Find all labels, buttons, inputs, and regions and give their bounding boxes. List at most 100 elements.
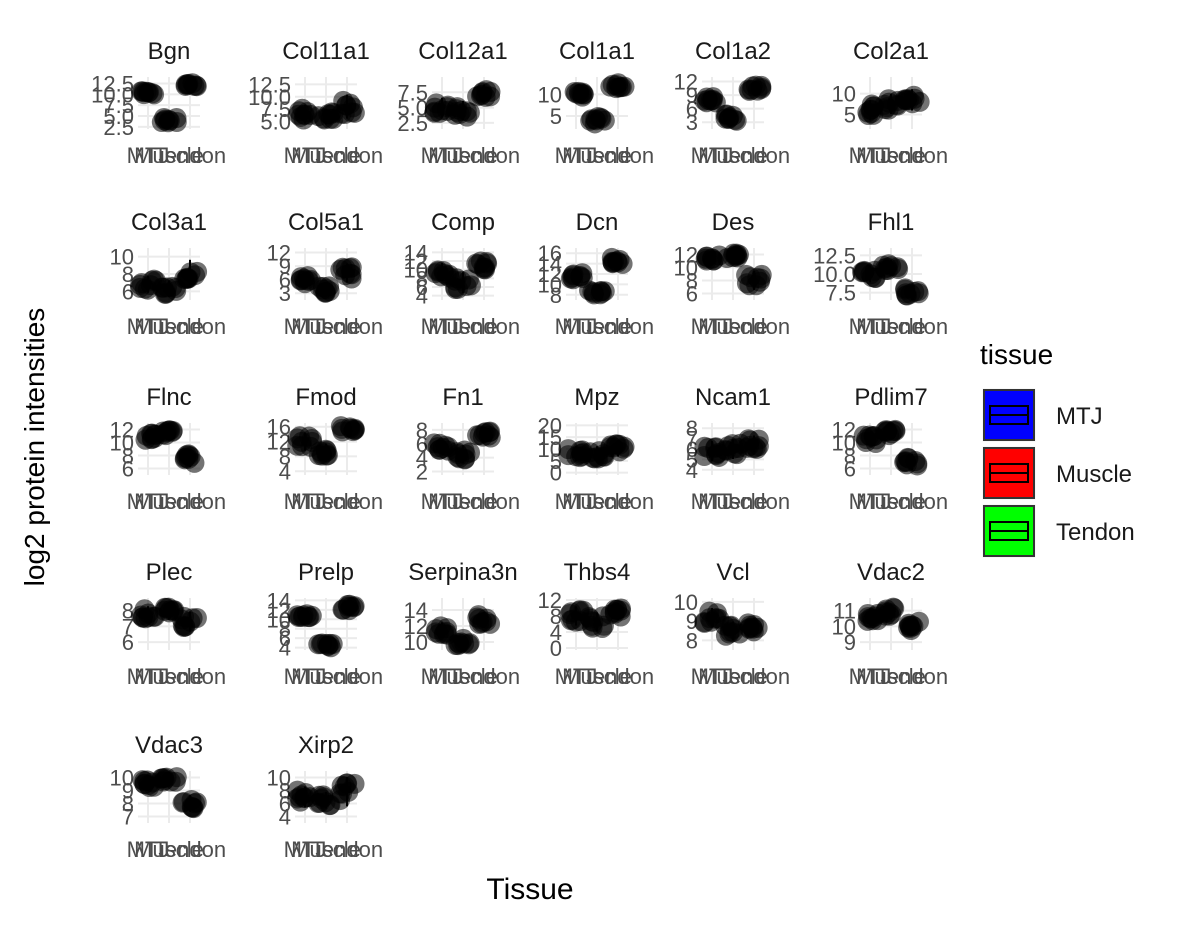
- facet-title: Vdac2: [857, 559, 925, 586]
- data-point: [343, 421, 364, 442]
- x-tick-label: Muscle: [698, 489, 768, 514]
- y-tick-label: 10: [674, 590, 698, 615]
- y-tick-label: 2.5: [103, 115, 134, 140]
- data-point: [742, 617, 763, 638]
- facet-title: Fmod: [295, 384, 356, 411]
- y-tick-label: 8: [122, 599, 134, 624]
- y-tick-label: 0: [550, 461, 562, 486]
- x-tick-label: Muscle: [291, 314, 361, 339]
- data-point: [290, 270, 311, 291]
- data-point: [429, 102, 450, 123]
- x-tick-label: Muscle: [134, 143, 204, 168]
- x-tick-label: MTJ: [691, 143, 734, 168]
- data-point: [888, 259, 909, 280]
- data-point: [178, 448, 199, 469]
- x-tick-label: MTJ: [555, 314, 598, 339]
- x-tick-label: MTJ: [127, 314, 170, 339]
- x-tick-label: MTJ: [421, 664, 464, 689]
- data-point: [156, 282, 177, 303]
- x-tick-label: Muscle: [428, 489, 498, 514]
- data-point: [160, 771, 181, 792]
- x-tick-label: Tendon: [154, 489, 226, 514]
- y-tick-label: 11: [833, 599, 856, 624]
- x-tick-label: MTJ: [691, 489, 734, 514]
- data-point: [448, 632, 469, 653]
- data-point: [475, 422, 496, 443]
- x-tick-label: MTJ: [691, 664, 734, 689]
- data-point: [696, 246, 717, 267]
- y-tick-label: 9: [122, 779, 134, 804]
- x-tick-label: MTJ: [127, 143, 170, 168]
- y-tick-label: 15: [538, 425, 562, 450]
- y-tick-label: 2: [416, 460, 428, 485]
- data-point: [445, 278, 466, 299]
- x-tick-label: MTJ: [421, 143, 464, 168]
- data-point: [745, 75, 766, 96]
- x-tick-label: Muscle: [562, 314, 632, 339]
- facet-title: Flnc: [146, 384, 191, 411]
- x-tick-label: MTJ: [284, 837, 327, 862]
- y-tick-label: 8: [122, 444, 134, 469]
- y-tick-label: 5.0: [103, 104, 134, 129]
- y-tick-label: 10: [832, 431, 856, 456]
- facet-title: Col3a1: [131, 209, 207, 236]
- x-tick-label: Muscle: [134, 837, 204, 862]
- y-tick-label: 5: [550, 104, 562, 129]
- data-point: [341, 264, 362, 285]
- y-tick-label: 8: [844, 444, 856, 469]
- data-point: [873, 255, 894, 276]
- data-point: [609, 434, 630, 455]
- y-tick-label: 8: [122, 792, 134, 817]
- legend-label: Tendon: [1056, 519, 1135, 546]
- x-tick-label: Tendon: [582, 664, 654, 689]
- x-tick-label: Muscle: [134, 664, 204, 689]
- data-point: [426, 619, 447, 640]
- y-tick-label: 2.5: [397, 111, 428, 136]
- y-tick-label: 14: [404, 240, 428, 265]
- data-point: [310, 441, 331, 462]
- data-point: [702, 89, 723, 110]
- y-tick-label: 12: [267, 430, 291, 455]
- data-point: [292, 436, 313, 457]
- data-point: [154, 110, 175, 131]
- x-tick-label: Muscle: [428, 143, 498, 168]
- data-point: [459, 102, 480, 123]
- x-tick-label: Tendon: [876, 143, 948, 168]
- y-tick-label: 8: [279, 444, 291, 469]
- y-tick-label: 8: [416, 266, 428, 291]
- data-point: [175, 75, 196, 96]
- y-tick-label: 6: [122, 457, 134, 482]
- data-point: [878, 99, 899, 120]
- y-tick-label: 12: [674, 243, 698, 268]
- data-point: [181, 789, 202, 810]
- facet-title: Bgn: [148, 38, 191, 65]
- data-point: [899, 616, 920, 637]
- x-tick-label: Muscle: [698, 664, 768, 689]
- data-point: [135, 429, 156, 450]
- x-tick-label: Tendon: [718, 143, 790, 168]
- y-tick-label: 12.5: [813, 243, 856, 268]
- x-tick-label: Tendon: [154, 143, 226, 168]
- y-tick-label: 4: [279, 636, 291, 661]
- data-point: [607, 252, 628, 273]
- y-tick-label: 9: [279, 254, 291, 279]
- y-tick-label: 7: [122, 614, 134, 639]
- y-tick-label: 6: [122, 630, 134, 655]
- y-tick-label: 10: [267, 766, 291, 791]
- y-tick-label: 10: [674, 256, 698, 281]
- data-point: [875, 601, 896, 622]
